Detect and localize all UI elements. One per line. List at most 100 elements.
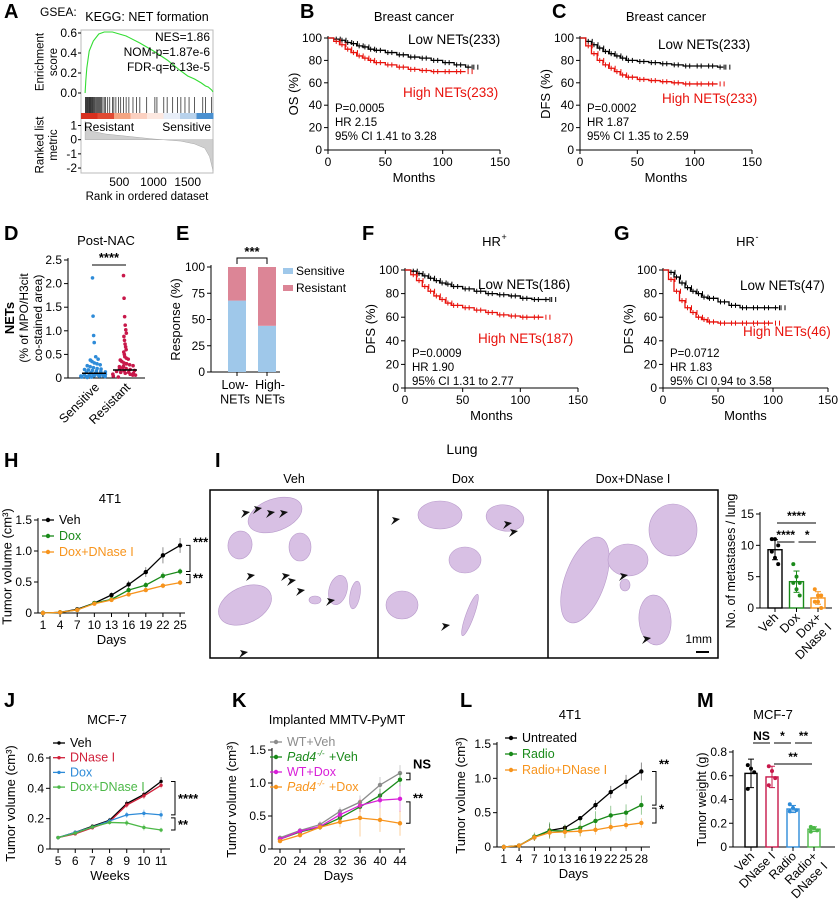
data-point [787,802,792,807]
data-point [317,825,323,830]
panel-a: A GSEA: KEGG: NET formation 0.0 0.2 0.4 0.6 NES… [4,1,214,203]
y-axis-label: No. of metastases / lung [724,494,738,629]
panel-g: G HR - 0 20 40 60 80 100 0 50 100 150 DFS (%) Months Lo… [614,223,838,423]
x-axis-label: Months [470,408,513,423]
y-axis-label: DFS (%) [363,304,378,354]
x-tick-label: 25 [619,852,633,866]
data-point [812,587,817,592]
x-axis-label: Weeks [90,868,130,883]
panel-m: M MCF-7 [697,690,793,722]
bar-segment [228,267,246,301]
data-point [745,763,750,768]
significance-label: * [780,729,785,743]
survival-curve [405,269,544,318]
arrowhead-icon [253,506,262,514]
data-point [623,822,629,828]
data-point [160,583,166,588]
data-point [98,362,102,367]
y-tick-label: 0 [25,606,32,620]
panel-letter: H [4,450,18,472]
panel-letter: F [362,223,374,245]
series-label: High NETs(233) [403,85,498,100]
y-tick-label: 40 [644,334,658,348]
significance-label: *** [244,244,260,259]
significance-bracket [406,801,411,824]
y-tick-label: 60 [644,310,658,324]
data-point [96,357,100,361]
gsea-stat: NES=1.86 [155,30,210,44]
significance-label: ** [799,729,809,743]
panel-c: C Breast cancer 0 20 40 60 80 100 0 50 100 150 DFS (… [538,1,762,185]
data-point [121,364,126,369]
survival-curve [663,269,779,309]
y-tick-label: 0 [315,143,322,157]
legend-marker [273,784,279,790]
x-tick-label: 25 [173,618,187,632]
significance-label: **** [776,528,795,542]
arrowhead-icon [642,636,651,644]
chart-title: 4T1 [99,491,121,506]
arrowhead-icon [441,623,450,631]
x-axis-label: Days [324,868,354,883]
chart-title-superscript: + [502,232,507,242]
data-point [160,553,166,558]
x-tick-label: 150 [568,393,588,407]
x-tick-label: 150 [742,155,762,169]
plot-frame [80,29,214,174]
data-point [745,786,750,791]
y-axis-label: metric [48,129,60,161]
y-axis-label: Tumor volume (cm³) [453,737,468,854]
x-tick-label: 7 [74,618,81,632]
data-point [109,592,114,598]
data-point [130,373,135,377]
chart-title: Breast cancer [374,9,455,24]
data-point [111,372,115,377]
x-axis-label: Days [559,866,589,881]
data-point [159,828,163,832]
bar-segment [258,325,276,372]
legend-label: Veh [70,736,92,750]
data-point [749,766,753,771]
data-point [608,789,613,795]
arrowhead-icon [279,510,288,518]
data-point [377,817,383,823]
data-point [177,580,183,585]
y-axis-label: Enrichment [35,32,47,91]
scale-bar-label: 1mm [685,632,712,646]
phenotype-label: Sensitive [162,120,211,134]
y-tick-label: 1.5 [249,743,266,757]
panel-letter: G [614,223,630,245]
y-axis-label: score [48,48,60,76]
data-point [593,802,598,808]
data-point [397,821,403,826]
bar [786,808,800,848]
lung-section-image [560,536,610,624]
legend-marker [273,754,279,760]
data-point [126,587,131,593]
data-point [397,777,403,782]
arrowhead-icon [391,517,400,525]
series-label: Low NETs(186) [478,277,570,292]
legend-marker [57,741,61,745]
x-tick-label: 10 [137,854,151,868]
arrowhead-icon [239,650,248,658]
survival-curve [580,37,724,68]
series-label: High NETs(46) [743,324,831,339]
gsea-stat: NOM-p=1.87e-6 [124,45,211,59]
arrowhead-icon [326,598,335,606]
x-tick-label: 8 [106,854,113,868]
data-point [608,813,613,818]
x-tick-label: 0 [325,155,332,169]
data-point [124,331,129,335]
legend-marker [57,756,61,760]
x-axis-label: Months [393,170,436,185]
gsea-prefix: GSEA: [40,5,77,19]
x-tick-label: 22 [156,618,170,632]
data-point [752,770,757,775]
data-point [297,828,303,834]
legend-label: Dox [70,765,93,779]
data-point [776,543,781,548]
lung-section-image [461,593,479,637]
